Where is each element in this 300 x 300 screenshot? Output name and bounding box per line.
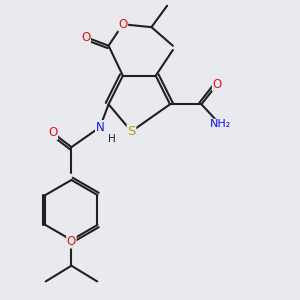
Text: O: O bbox=[81, 31, 90, 44]
Text: O: O bbox=[67, 235, 76, 248]
Text: N: N bbox=[96, 121, 104, 134]
Text: S: S bbox=[127, 125, 136, 138]
Text: NH₂: NH₂ bbox=[209, 119, 231, 129]
Text: O: O bbox=[212, 78, 222, 91]
Text: O: O bbox=[118, 18, 128, 31]
Text: O: O bbox=[48, 126, 58, 140]
Text: H: H bbox=[108, 134, 115, 144]
